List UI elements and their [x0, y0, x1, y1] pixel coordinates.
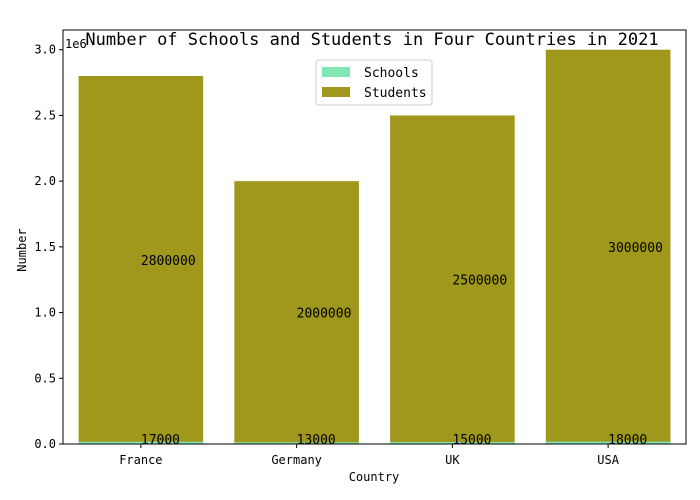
- legend-label-students: Students: [364, 86, 427, 101]
- bar-schools-usa: [545, 441, 671, 444]
- axes: France Germany UK USA 0.0 0.5 1.0 1.5 2.0 2.5 3.0: [34, 29, 687, 467]
- bar-schools-uk: [390, 442, 515, 444]
- data-label-students-uk: 2500000: [452, 274, 507, 289]
- bar-students-uk: [390, 115, 515, 444]
- bar-students-france: [78, 76, 204, 444]
- data-label-schools-germany: 13000: [297, 433, 336, 448]
- bar-schools-germany: [234, 442, 359, 444]
- y-tick-label: 2.5: [34, 108, 56, 122]
- x-axis-label: Country: [349, 470, 400, 484]
- data-label-schools-uk: 15000: [452, 433, 491, 448]
- x-tick-label: USA: [597, 453, 619, 467]
- plot-area: 2800000 17000 2000000 13000 2500000 15000 3000…: [78, 49, 671, 448]
- data-label-students-france: 2800000: [141, 254, 196, 269]
- x-tick-label: France: [119, 453, 162, 467]
- y-tick-label: 1.0: [34, 306, 56, 320]
- y-offset-label: 1e6: [65, 37, 87, 51]
- y-tick-label: 2.0: [34, 174, 56, 188]
- x-tick-label: UK: [445, 453, 460, 467]
- data-label-schools-usa: 18000: [608, 433, 647, 448]
- plot-frame: [62, 29, 687, 445]
- data-label-students-germany: 2000000: [297, 307, 352, 322]
- bar-students-germany: [234, 181, 359, 444]
- x-tick-label: Germany: [271, 453, 322, 467]
- data-label-students-usa: 3000000: [608, 241, 663, 256]
- legend-swatch-students: [322, 87, 350, 97]
- legend-swatch-schools: [322, 67, 350, 77]
- bar-schools-france: [78, 441, 204, 444]
- legend: Schools Students: [315, 59, 433, 106]
- legend-label-schools: Schools: [364, 66, 419, 81]
- y-tick-label: 0.5: [34, 371, 56, 385]
- bar-students-usa: [545, 49, 671, 444]
- y-tick-label: 0.0: [34, 437, 56, 451]
- chart-title: Number of Schools and Students in Four C…: [85, 30, 658, 50]
- data-label-schools-france: 17000: [141, 433, 180, 448]
- y-tick-label: 3.0: [34, 43, 56, 57]
- y-tick-label: 1.5: [34, 240, 56, 254]
- y-axis-label: Number: [15, 228, 29, 271]
